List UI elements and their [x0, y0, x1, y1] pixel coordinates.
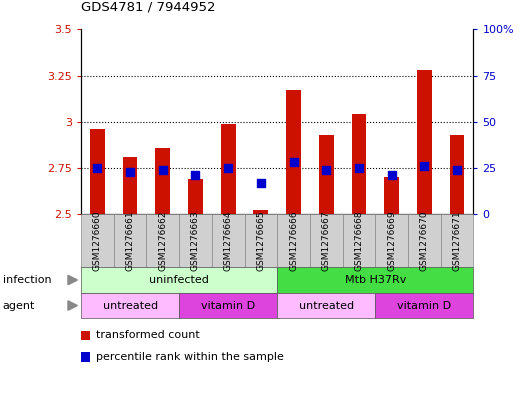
Text: vitamin D: vitamin D [201, 301, 255, 310]
Point [224, 165, 232, 171]
Bar [384, 177, 399, 214]
Point [126, 169, 134, 175]
Text: GSM1276663: GSM1276663 [191, 210, 200, 271]
Bar [123, 157, 138, 214]
Text: GSM1276660: GSM1276660 [93, 210, 102, 271]
Text: GSM1276668: GSM1276668 [355, 210, 363, 271]
Text: transformed count: transformed count [96, 330, 199, 340]
Point [93, 165, 101, 171]
Point [191, 172, 200, 178]
Point [322, 167, 331, 173]
Text: GSM1276666: GSM1276666 [289, 210, 298, 271]
Bar [221, 124, 235, 214]
Bar [254, 211, 268, 214]
Text: untreated: untreated [299, 301, 354, 310]
Bar [351, 114, 366, 214]
Point [420, 163, 428, 169]
Text: GSM1276667: GSM1276667 [322, 210, 331, 271]
Text: GSM1276670: GSM1276670 [420, 210, 429, 271]
Bar [188, 179, 203, 214]
Point [257, 180, 265, 186]
Text: GSM1276664: GSM1276664 [224, 211, 233, 271]
Bar [286, 90, 301, 214]
Bar [417, 70, 431, 214]
Point [388, 172, 396, 178]
Text: GSM1276662: GSM1276662 [158, 211, 167, 271]
Text: agent: agent [3, 301, 35, 310]
Point [355, 165, 363, 171]
Text: GSM1276665: GSM1276665 [256, 210, 265, 271]
Text: GDS4781 / 7944952: GDS4781 / 7944952 [81, 1, 215, 14]
Bar [319, 135, 334, 214]
Text: infection: infection [3, 275, 51, 285]
Text: vitamin D: vitamin D [397, 301, 451, 310]
Bar [155, 148, 170, 214]
Text: GSM1276671: GSM1276671 [452, 210, 461, 271]
Bar [90, 129, 105, 214]
Bar [450, 135, 464, 214]
Point [158, 167, 167, 173]
Text: GSM1276661: GSM1276661 [126, 210, 134, 271]
Text: untreated: untreated [103, 301, 157, 310]
Text: uninfected: uninfected [149, 275, 209, 285]
Text: Mtb H37Rv: Mtb H37Rv [345, 275, 406, 285]
Point [289, 159, 298, 165]
Text: GSM1276669: GSM1276669 [387, 210, 396, 271]
Point [453, 167, 461, 173]
Text: percentile rank within the sample: percentile rank within the sample [96, 352, 283, 362]
